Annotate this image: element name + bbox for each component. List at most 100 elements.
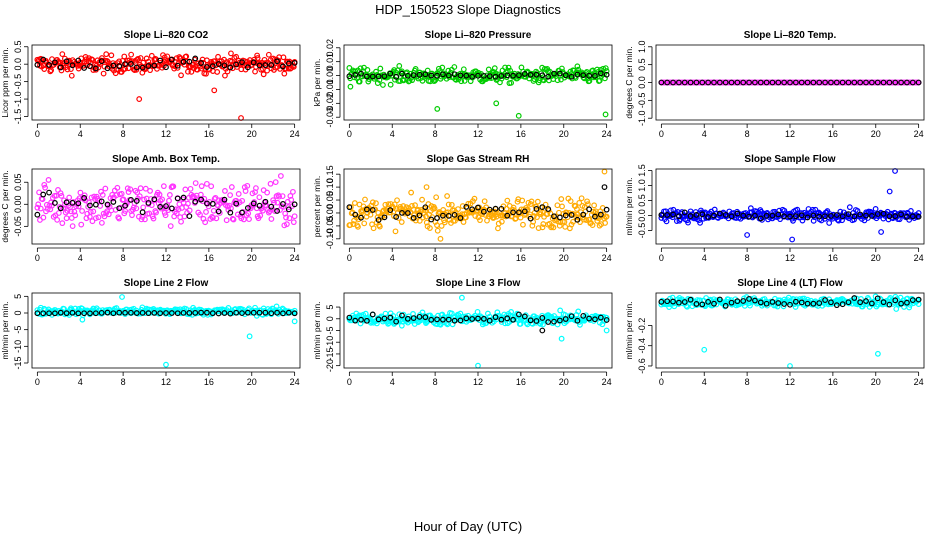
data-point xyxy=(41,181,48,188)
data-point-black xyxy=(46,189,52,196)
data-point-black xyxy=(369,73,376,80)
data-point xyxy=(475,214,482,221)
x-tick-label: 8 xyxy=(745,253,750,263)
x-tick-label: 0 xyxy=(35,129,40,139)
data-point xyxy=(491,65,498,72)
data-point xyxy=(79,208,86,214)
data-point-black xyxy=(410,72,417,79)
data-point-black xyxy=(192,309,199,316)
y-axis: -20-15-10 -5 0 5 xyxy=(325,305,341,372)
data-point-black xyxy=(157,57,164,64)
data-point xyxy=(602,65,609,72)
data-point xyxy=(451,64,458,70)
data-point xyxy=(539,224,546,231)
data-point xyxy=(352,68,359,75)
data-point xyxy=(150,215,157,222)
data-point-black xyxy=(810,300,817,307)
data-point-black xyxy=(828,212,834,219)
panel-5: Slope Gas Stream RH 0 4 8 12 16 20 24 -0.10-0.05… xyxy=(312,154,613,263)
data-point-black xyxy=(915,79,922,86)
data-point-black xyxy=(280,201,286,207)
data-point xyxy=(72,212,79,219)
data-point-black xyxy=(116,309,123,316)
y-tick-label: 1.5 xyxy=(637,164,647,177)
data-point xyxy=(441,219,448,226)
data-point xyxy=(121,53,128,60)
data-point-black xyxy=(52,310,58,317)
data-point-black xyxy=(209,63,216,70)
data-point-black xyxy=(457,215,464,221)
data-point-black xyxy=(521,313,528,320)
data-point-black xyxy=(792,213,799,220)
data-point xyxy=(789,236,796,243)
y-tick-label: -0.2 xyxy=(637,318,647,334)
x-tick-label: 20 xyxy=(247,253,257,263)
data-point xyxy=(128,51,135,58)
data-point-black xyxy=(110,310,117,317)
data-point xyxy=(431,205,438,212)
x-tick-label: 4 xyxy=(702,253,707,263)
data-point xyxy=(68,215,75,221)
data-point xyxy=(419,196,425,203)
data-point-black xyxy=(122,61,128,68)
data-point xyxy=(136,96,143,102)
data-point-black xyxy=(168,310,175,316)
data-point xyxy=(77,189,84,196)
data-point xyxy=(412,202,418,209)
y-axis: -0.03-0.02-0.010.000.010.02 xyxy=(325,39,341,127)
y-tick-label: -0.5 xyxy=(13,74,23,90)
data-point-black xyxy=(556,214,563,221)
data-point-black xyxy=(516,209,522,216)
data-point-black xyxy=(387,70,394,77)
data-point-black xyxy=(909,79,916,86)
y-tick-label: 0.02 xyxy=(325,39,335,57)
data-point-black xyxy=(533,318,540,324)
data-point-black xyxy=(810,79,817,86)
data-point-black xyxy=(664,212,671,218)
data-point-black xyxy=(104,65,111,72)
data-point-black xyxy=(463,72,470,79)
data-point xyxy=(846,204,853,211)
y-axis: -0.50.0 0.5 1.0 1.5 xyxy=(637,164,653,238)
data-point-black xyxy=(180,58,187,65)
data-point xyxy=(210,207,217,214)
data-point xyxy=(347,222,354,228)
data-point-black xyxy=(204,200,210,207)
data-point xyxy=(190,193,197,199)
data-point-black xyxy=(681,299,688,305)
data-point xyxy=(137,55,144,61)
data-point-black xyxy=(399,70,405,77)
data-point xyxy=(351,200,358,206)
data-point xyxy=(156,191,163,198)
x-tick-label: 16 xyxy=(204,129,214,139)
data-point xyxy=(81,192,88,199)
data-point xyxy=(531,76,538,83)
data-point-black xyxy=(399,210,405,216)
data-point-black xyxy=(804,79,811,86)
data-point-black xyxy=(775,211,782,218)
data-point-black xyxy=(892,79,899,86)
data-point-black xyxy=(746,79,752,86)
data-point xyxy=(66,57,73,64)
y-tick-label: 0 xyxy=(325,316,335,321)
data-point-black xyxy=(291,310,298,317)
data-point xyxy=(559,203,565,210)
data-point xyxy=(422,207,429,214)
data-point xyxy=(167,223,174,229)
data-point-black xyxy=(904,79,910,86)
data-point xyxy=(809,206,816,213)
data-point-black xyxy=(57,64,64,71)
y-tick-label: 0 xyxy=(13,310,23,315)
data-point-black xyxy=(545,206,552,212)
data-point-black xyxy=(874,211,881,217)
x-tick-label: 8 xyxy=(121,253,126,263)
data-point xyxy=(223,217,230,224)
data-point-black xyxy=(687,79,694,86)
data-point-black xyxy=(250,200,257,207)
data-point-black xyxy=(734,210,741,217)
data-point-black xyxy=(174,310,181,317)
data-point-black xyxy=(244,309,251,316)
data-point xyxy=(396,63,403,69)
x-tick-label: 0 xyxy=(659,253,664,263)
